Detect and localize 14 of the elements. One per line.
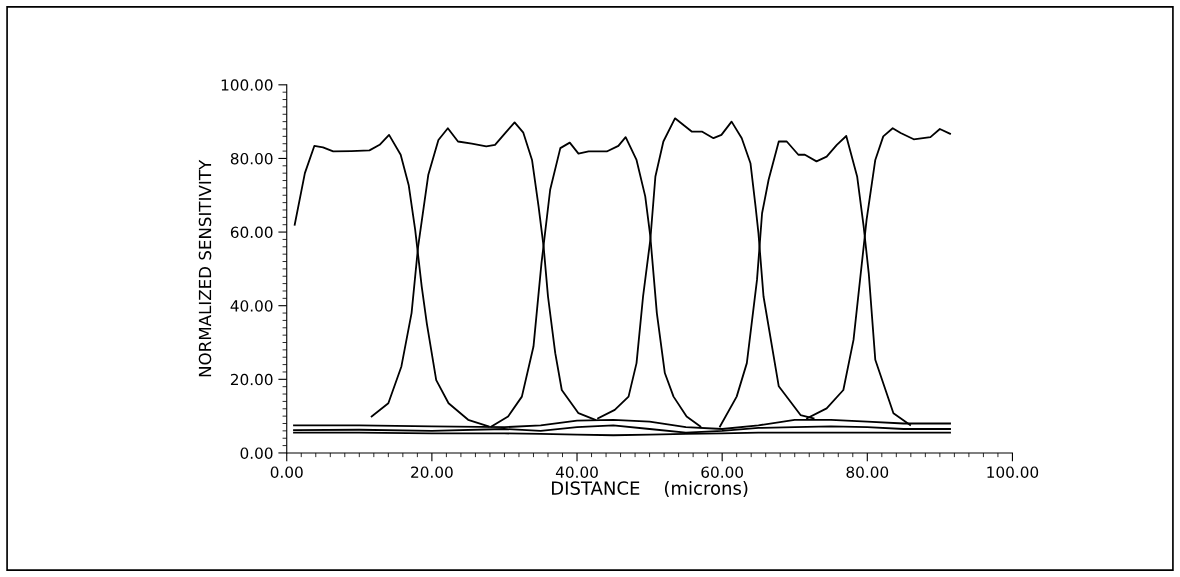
y-axis-title: NORMALIZED SENSITIVITY <box>198 159 212 377</box>
y-tick-label: 60.00 <box>230 226 273 239</box>
x-tick-label: 60.00 <box>701 466 744 478</box>
x-tick-label: 40.00 <box>555 466 598 478</box>
y-tick-label: 0.00 <box>240 447 273 459</box>
y-tick-label: 80.00 <box>230 152 273 165</box>
x-tick-label: 20.00 <box>411 466 453 478</box>
x-tick-label: 100.00 <box>987 466 1039 478</box>
y-tick-label: 100.00 <box>221 79 273 91</box>
y-tick-label: 40.00 <box>230 300 273 312</box>
x-tick-label: 0.00 <box>270 466 303 478</box>
y-tick-label: 20.00 <box>230 373 273 386</box>
x-tick-label: 80.00 <box>846 466 889 478</box>
x-axis-title: DISTANCE (microns) <box>552 480 748 498</box>
